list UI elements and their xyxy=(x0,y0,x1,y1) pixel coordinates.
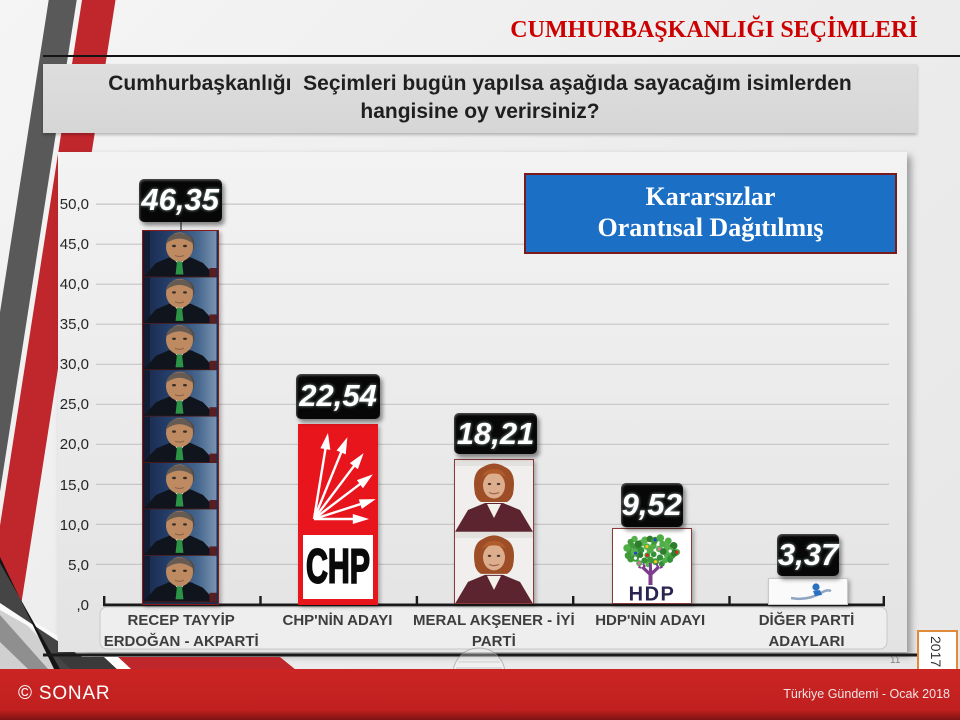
svg-text:CHP: CHP xyxy=(306,540,370,593)
svg-text:HDP: HDP xyxy=(628,584,675,604)
